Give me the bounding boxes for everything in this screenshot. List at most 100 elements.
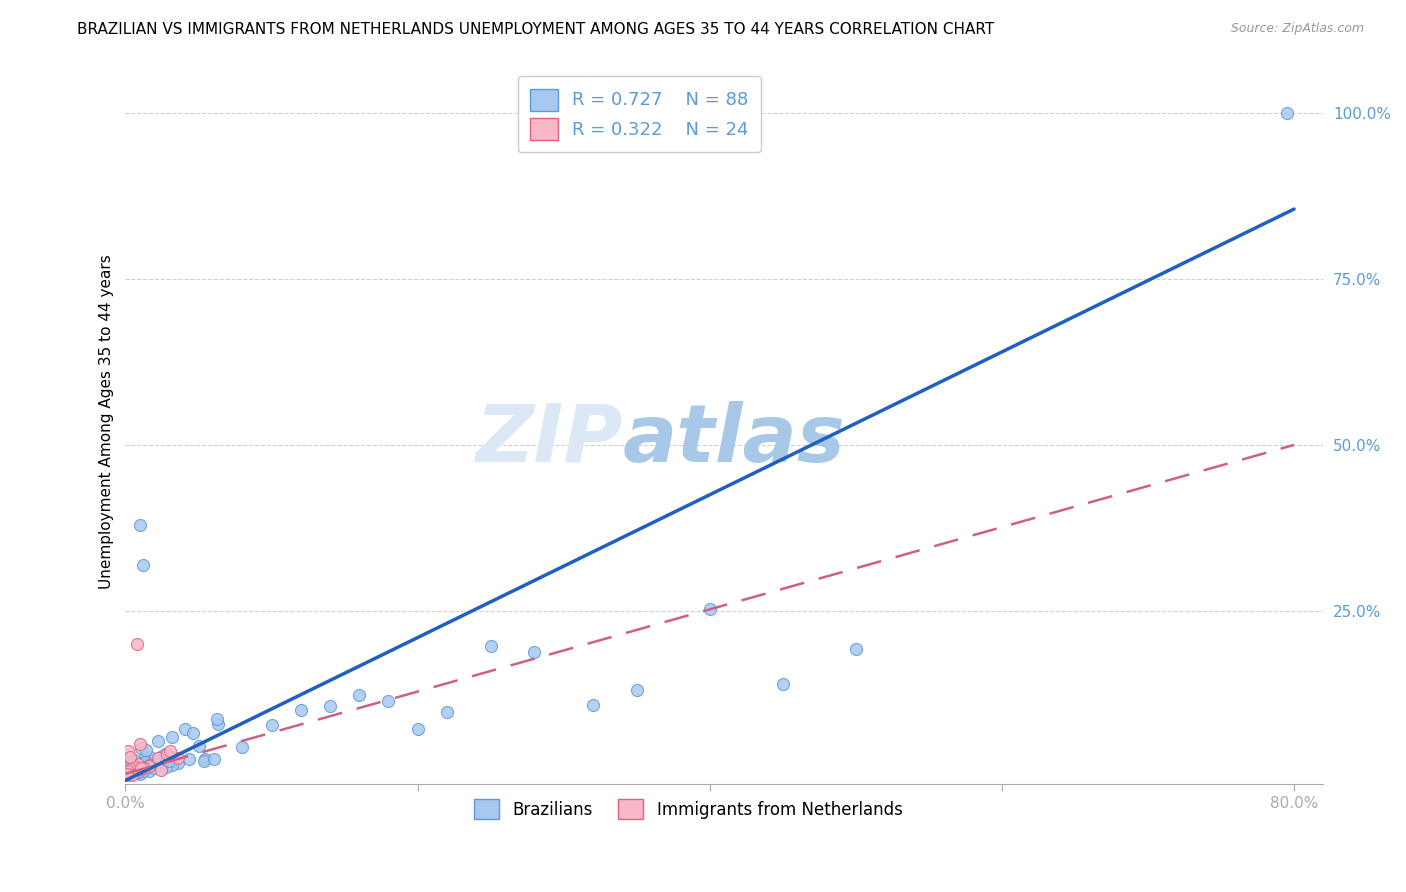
Point [121,766,143,780]
Point [115,765,138,780]
Text: Source: ZipAtlas.com: Source: ZipAtlas.com [1230,22,1364,36]
Point [138,758,160,772]
Point [167,756,190,771]
Point [159,744,181,758]
Point [127,759,149,773]
Point [120,767,142,781]
Point [626,682,648,697]
Point [117,764,139,779]
Point [436,706,458,720]
Point [118,765,141,780]
Point [127,637,149,651]
Point [157,754,180,768]
Point [124,759,146,773]
Point [177,752,200,766]
Point [131,741,153,756]
Point [115,765,138,780]
Point [125,766,148,780]
Point [118,764,141,778]
Point [127,764,149,779]
Point [193,754,215,768]
Point [125,763,148,777]
Point [129,761,152,775]
Point [582,698,605,713]
Point [377,694,399,708]
Point [134,760,156,774]
Text: ZIP: ZIP [475,401,623,479]
Point [120,763,142,777]
Point [290,703,312,717]
Point [406,722,429,736]
Point [160,730,183,744]
Point [120,766,142,780]
Point [118,750,141,764]
Point [167,751,190,765]
Point [124,764,146,778]
Point [156,747,179,762]
Point [118,766,141,780]
Point [115,766,138,780]
Point [117,768,139,782]
Point [115,752,138,766]
Point [135,743,157,757]
Point [115,763,138,777]
Text: atlas: atlas [623,401,845,479]
Point [260,718,283,732]
Point [124,764,146,779]
Point [124,762,146,776]
Point [132,558,155,572]
Point [129,762,152,776]
Point [120,762,142,776]
Point [134,755,156,769]
Point [115,766,138,780]
Point [699,601,721,615]
Legend: Brazilians, Immigrants from Netherlands: Brazilians, Immigrants from Netherlands [468,792,910,826]
Point [347,689,370,703]
Point [139,749,162,764]
Point [124,760,146,774]
Point [153,747,176,761]
Point [118,763,141,777]
Point [173,722,195,736]
Point [129,767,152,781]
Point [121,762,143,776]
Point [120,761,142,775]
Point [845,641,868,656]
Point [120,766,142,780]
Point [117,743,139,757]
Point [129,737,152,751]
Point [138,764,160,778]
Point [138,759,160,773]
Point [127,762,149,776]
Point [1275,105,1298,120]
Point [143,761,166,775]
Point [120,764,142,778]
Point [118,752,141,766]
Point [124,762,146,776]
Point [194,752,217,766]
Point [122,763,145,777]
Point [134,752,156,766]
Point [150,763,173,777]
Point [139,757,162,772]
Y-axis label: Unemployment Among Ages 35 to 44 years: Unemployment Among Ages 35 to 44 years [100,254,114,589]
Point [207,712,229,726]
Text: BRAZILIAN VS IMMIGRANTS FROM NETHERLANDS UNEMPLOYMENT AMONG AGES 35 TO 44 YEARS : BRAZILIAN VS IMMIGRANTS FROM NETHERLANDS… [77,22,994,37]
Point [523,645,546,659]
Point [122,753,145,767]
Point [117,759,139,773]
Point [162,758,184,772]
Point [146,751,169,765]
Point [132,764,155,778]
Point [122,764,145,779]
Point [479,639,502,653]
Point [115,765,138,780]
Point [202,752,225,766]
Point [127,757,149,772]
Point [149,749,172,764]
Point [145,757,167,772]
Point [115,764,138,778]
Point [231,739,253,754]
Point [138,754,160,768]
Point [134,761,156,775]
